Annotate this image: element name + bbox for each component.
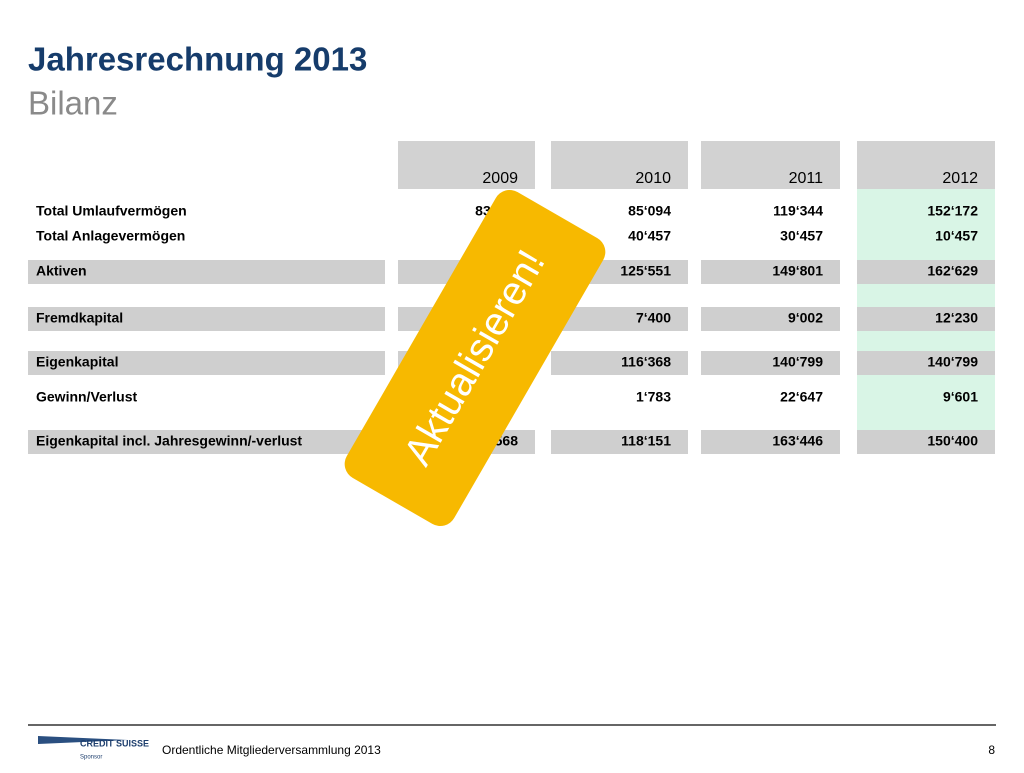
cell-value: 1‘783 bbox=[636, 389, 671, 405]
row-label: Eigenkapital incl. Jahresgewinn/-verlust bbox=[36, 433, 302, 449]
row-label: Total Anlagevermögen bbox=[36, 228, 185, 244]
cell-value: 22‘647 bbox=[780, 389, 823, 405]
row-label: Gewinn/Verlust bbox=[36, 389, 137, 405]
cell-value: 116‘368 bbox=[621, 354, 671, 370]
logo-sub: Sponsor bbox=[80, 755, 102, 761]
header-cell bbox=[701, 141, 840, 189]
cell-value: 140‘799 bbox=[927, 354, 978, 370]
cell-value: 140‘799 bbox=[772, 354, 823, 370]
cell-value: 150‘400 bbox=[927, 433, 978, 449]
title: Jahresrechnung 2013 bbox=[28, 41, 367, 78]
header-cell bbox=[398, 141, 535, 189]
header-cell bbox=[551, 141, 688, 189]
subtitle: Bilanz bbox=[28, 85, 118, 122]
cell-value: 30‘457 bbox=[780, 228, 823, 244]
row-label: Eigenkapital bbox=[36, 354, 118, 370]
cell-value: 10‘457 bbox=[935, 228, 978, 244]
row-bar bbox=[857, 307, 995, 331]
footer-text: Ordentliche Mitgliederversammlung 2013 bbox=[162, 743, 381, 757]
cell-value: 7‘400 bbox=[636, 310, 671, 326]
row-bar bbox=[701, 307, 840, 331]
row-bar bbox=[857, 260, 995, 284]
column-header: 2011 bbox=[789, 170, 824, 187]
cell-value: 118‘151 bbox=[621, 433, 671, 449]
header-cell bbox=[857, 141, 995, 189]
cell-value: 162‘629 bbox=[927, 263, 978, 279]
row-bar bbox=[551, 307, 688, 331]
page-number: 8 bbox=[988, 743, 995, 757]
cell-value: 125‘551 bbox=[620, 263, 671, 279]
logo: CREDIT SUISSE bbox=[80, 738, 149, 748]
row-bar bbox=[28, 307, 385, 331]
cell-value: 40‘457 bbox=[628, 228, 671, 244]
row-bar bbox=[28, 430, 385, 454]
row-bar bbox=[701, 351, 840, 375]
cell-value: 163‘446 bbox=[772, 433, 823, 449]
row-bar bbox=[28, 351, 385, 375]
row-label: Fremdkapital bbox=[36, 310, 123, 326]
column-header: 2012 bbox=[942, 170, 978, 187]
column-header: 2009 bbox=[482, 170, 518, 187]
row-bar bbox=[551, 430, 688, 454]
cell-value: 119‘344 bbox=[773, 203, 823, 219]
cell-value: 85‘094 bbox=[628, 203, 671, 219]
row-bar bbox=[28, 260, 385, 284]
cell-value: 152‘172 bbox=[927, 203, 978, 219]
row-bar bbox=[701, 260, 840, 284]
row-label: Aktiven bbox=[36, 263, 87, 279]
logo-sail bbox=[38, 736, 128, 744]
row-label: Total Umlaufvermögen bbox=[36, 203, 187, 219]
row-bar bbox=[857, 430, 995, 454]
row-bar bbox=[551, 351, 688, 375]
cell-value: 149‘801 bbox=[772, 263, 823, 279]
sticker-bg bbox=[344, 189, 606, 527]
cell-value: 9‘601 bbox=[943, 389, 978, 405]
row-bar bbox=[857, 351, 995, 375]
cell-value: 9‘002 bbox=[788, 310, 823, 326]
cell-value: 12‘230 bbox=[935, 310, 978, 326]
column-header: 2010 bbox=[635, 170, 671, 187]
row-bar bbox=[701, 430, 840, 454]
